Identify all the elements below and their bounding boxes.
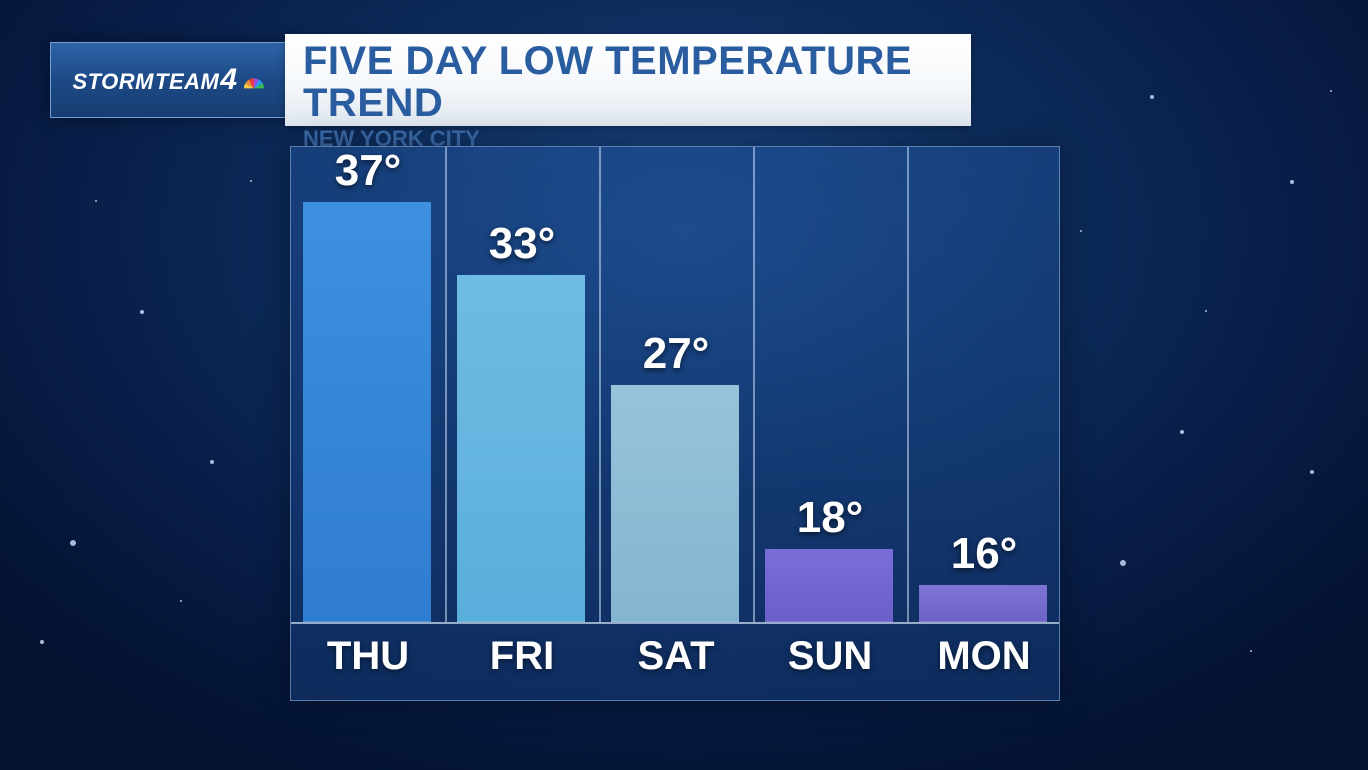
star [1250,650,1252,652]
temperature-value-label: 33° [445,219,599,269]
day-label: MON [907,634,1061,679]
star [1120,560,1126,566]
chart-baseline [291,622,1059,624]
chart-column: 33° [445,147,601,622]
star [250,180,252,182]
star [70,540,76,546]
chart-column: 16° [907,147,1061,622]
temperature-value-label: 18° [753,493,907,543]
title-main: FIVE DAY LOW TEMPERATURE TREND [303,40,953,124]
logo-number: 4 [220,63,237,97]
star [1205,310,1207,312]
day-label: SAT [599,634,753,679]
temperature-value-label: 16° [907,529,1061,579]
star [1080,230,1082,232]
logo-prefix: STORM [72,69,154,95]
temperature-bar-chart: 37°33° 27° 18°16° THUFRISATSUNMON [290,146,1060,701]
nbc-peacock-icon [243,70,265,92]
logo-text: STORM TEAM 4 [72,63,264,97]
star [1150,95,1154,99]
day-label: FRI [445,634,599,679]
plot-area: 37°33° 27° 18°16° [291,147,1059,622]
day-label: THU [291,634,445,679]
logo-mid: TEAM [155,69,219,95]
star [40,640,44,644]
star [95,200,97,202]
temperature-value-label: 27° [599,329,753,379]
temperature-value-label: 37° [291,146,445,196]
temperature-bar [457,275,585,622]
star [1330,90,1332,92]
temperature-bar [765,549,893,622]
star [1180,430,1184,434]
stormteam4-logo: STORM TEAM 4 [50,42,287,118]
weather-graphic-stage: STORM TEAM 4 FIVE DAY LOW TEMPERATURE TR… [0,0,1368,770]
star [1310,470,1314,474]
temperature-bar [303,202,431,622]
chart-column: 37° [291,147,447,622]
star [180,600,182,602]
day-label: SUN [753,634,907,679]
chart-column: 27° [599,147,755,622]
star [1290,180,1294,184]
temperature-bar [919,585,1047,622]
title-banner: FIVE DAY LOW TEMPERATURE TREND NEW YORK … [285,34,971,126]
chart-column: 18° [753,147,909,622]
star [210,460,214,464]
star [140,310,144,314]
temperature-bar [611,385,739,623]
